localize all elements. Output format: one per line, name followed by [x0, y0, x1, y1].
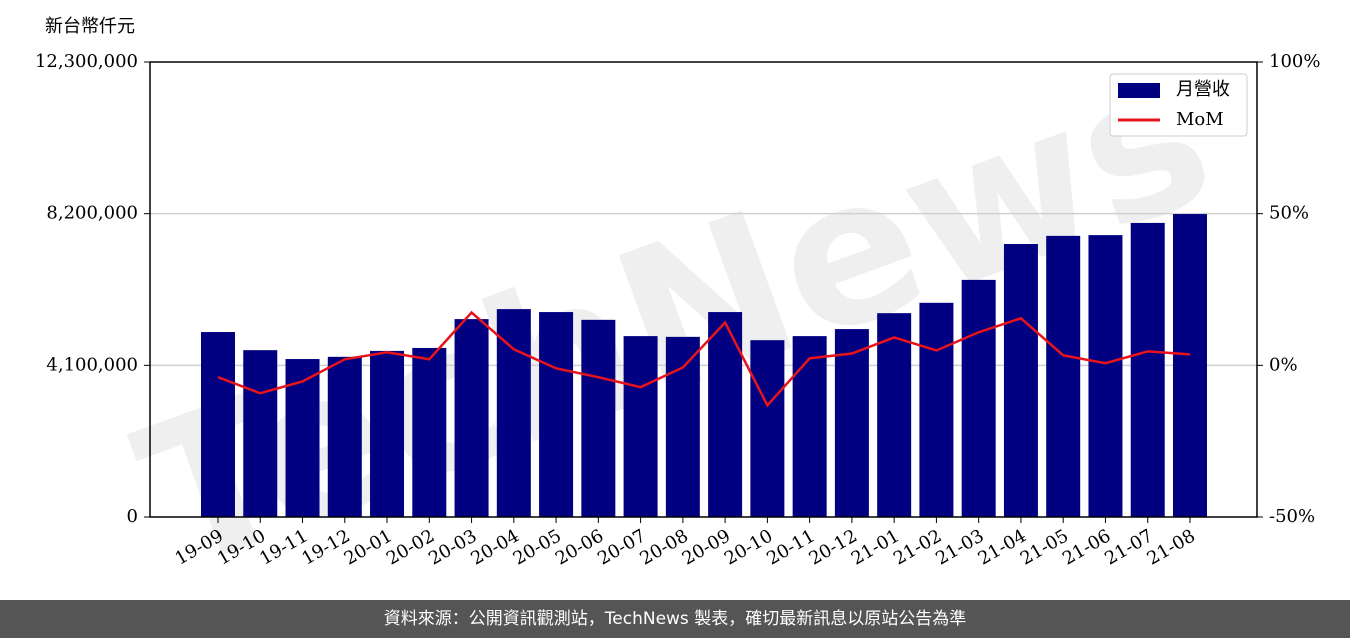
- y2-tick-label: 0%: [1269, 354, 1298, 375]
- bar: [834, 329, 869, 517]
- x-tick-label: 21-08: [1144, 525, 1199, 569]
- y-axis-label: 新台幣仟元: [45, 16, 135, 37]
- y-tick-label: 12,300,000: [35, 51, 138, 72]
- bar: [961, 279, 996, 517]
- bar: [496, 309, 531, 517]
- bar: [454, 319, 489, 517]
- bar: [327, 356, 362, 517]
- bar: [285, 359, 320, 517]
- y-tick-label: 0: [127, 506, 138, 527]
- legend-label: MoM: [1176, 109, 1224, 130]
- y-tick-label: 4,100,000: [46, 354, 138, 375]
- legend-swatch: [1118, 83, 1160, 98]
- chart: 新台幣仟元 TechNews 04,100,0008,200,00012,300…: [35, 16, 1321, 617]
- bar: [1046, 235, 1081, 517]
- bar: [1130, 222, 1165, 518]
- bar: [623, 336, 658, 517]
- bar: [792, 336, 827, 517]
- bar: [412, 347, 447, 517]
- plot-frame: [149, 61, 1258, 518]
- bar: [750, 340, 785, 517]
- y2-tick-label: -50%: [1269, 506, 1315, 527]
- y2-tick-label: 100%: [1269, 51, 1320, 72]
- bar: [1172, 214, 1207, 517]
- y-tick-label: 8,200,000: [46, 203, 138, 224]
- bar: [877, 313, 912, 517]
- line: [217, 310, 1191, 408]
- footer: 資料來源：公開資訊觀測站，TechNews 製表，確切最新訊息以原站公告為準: [0, 600, 1350, 638]
- y2-tick-label: 50%: [1269, 203, 1309, 224]
- bar: [1003, 244, 1038, 517]
- bar: [1088, 235, 1123, 517]
- bar: [201, 332, 235, 517]
- bar: [665, 336, 700, 517]
- legend-label: 月營收: [1176, 79, 1230, 100]
- bar: [919, 302, 954, 517]
- bar: [708, 312, 743, 517]
- bar: [243, 350, 278, 517]
- bar: [581, 319, 616, 517]
- bar: [539, 312, 574, 517]
- bar: [370, 350, 405, 517]
